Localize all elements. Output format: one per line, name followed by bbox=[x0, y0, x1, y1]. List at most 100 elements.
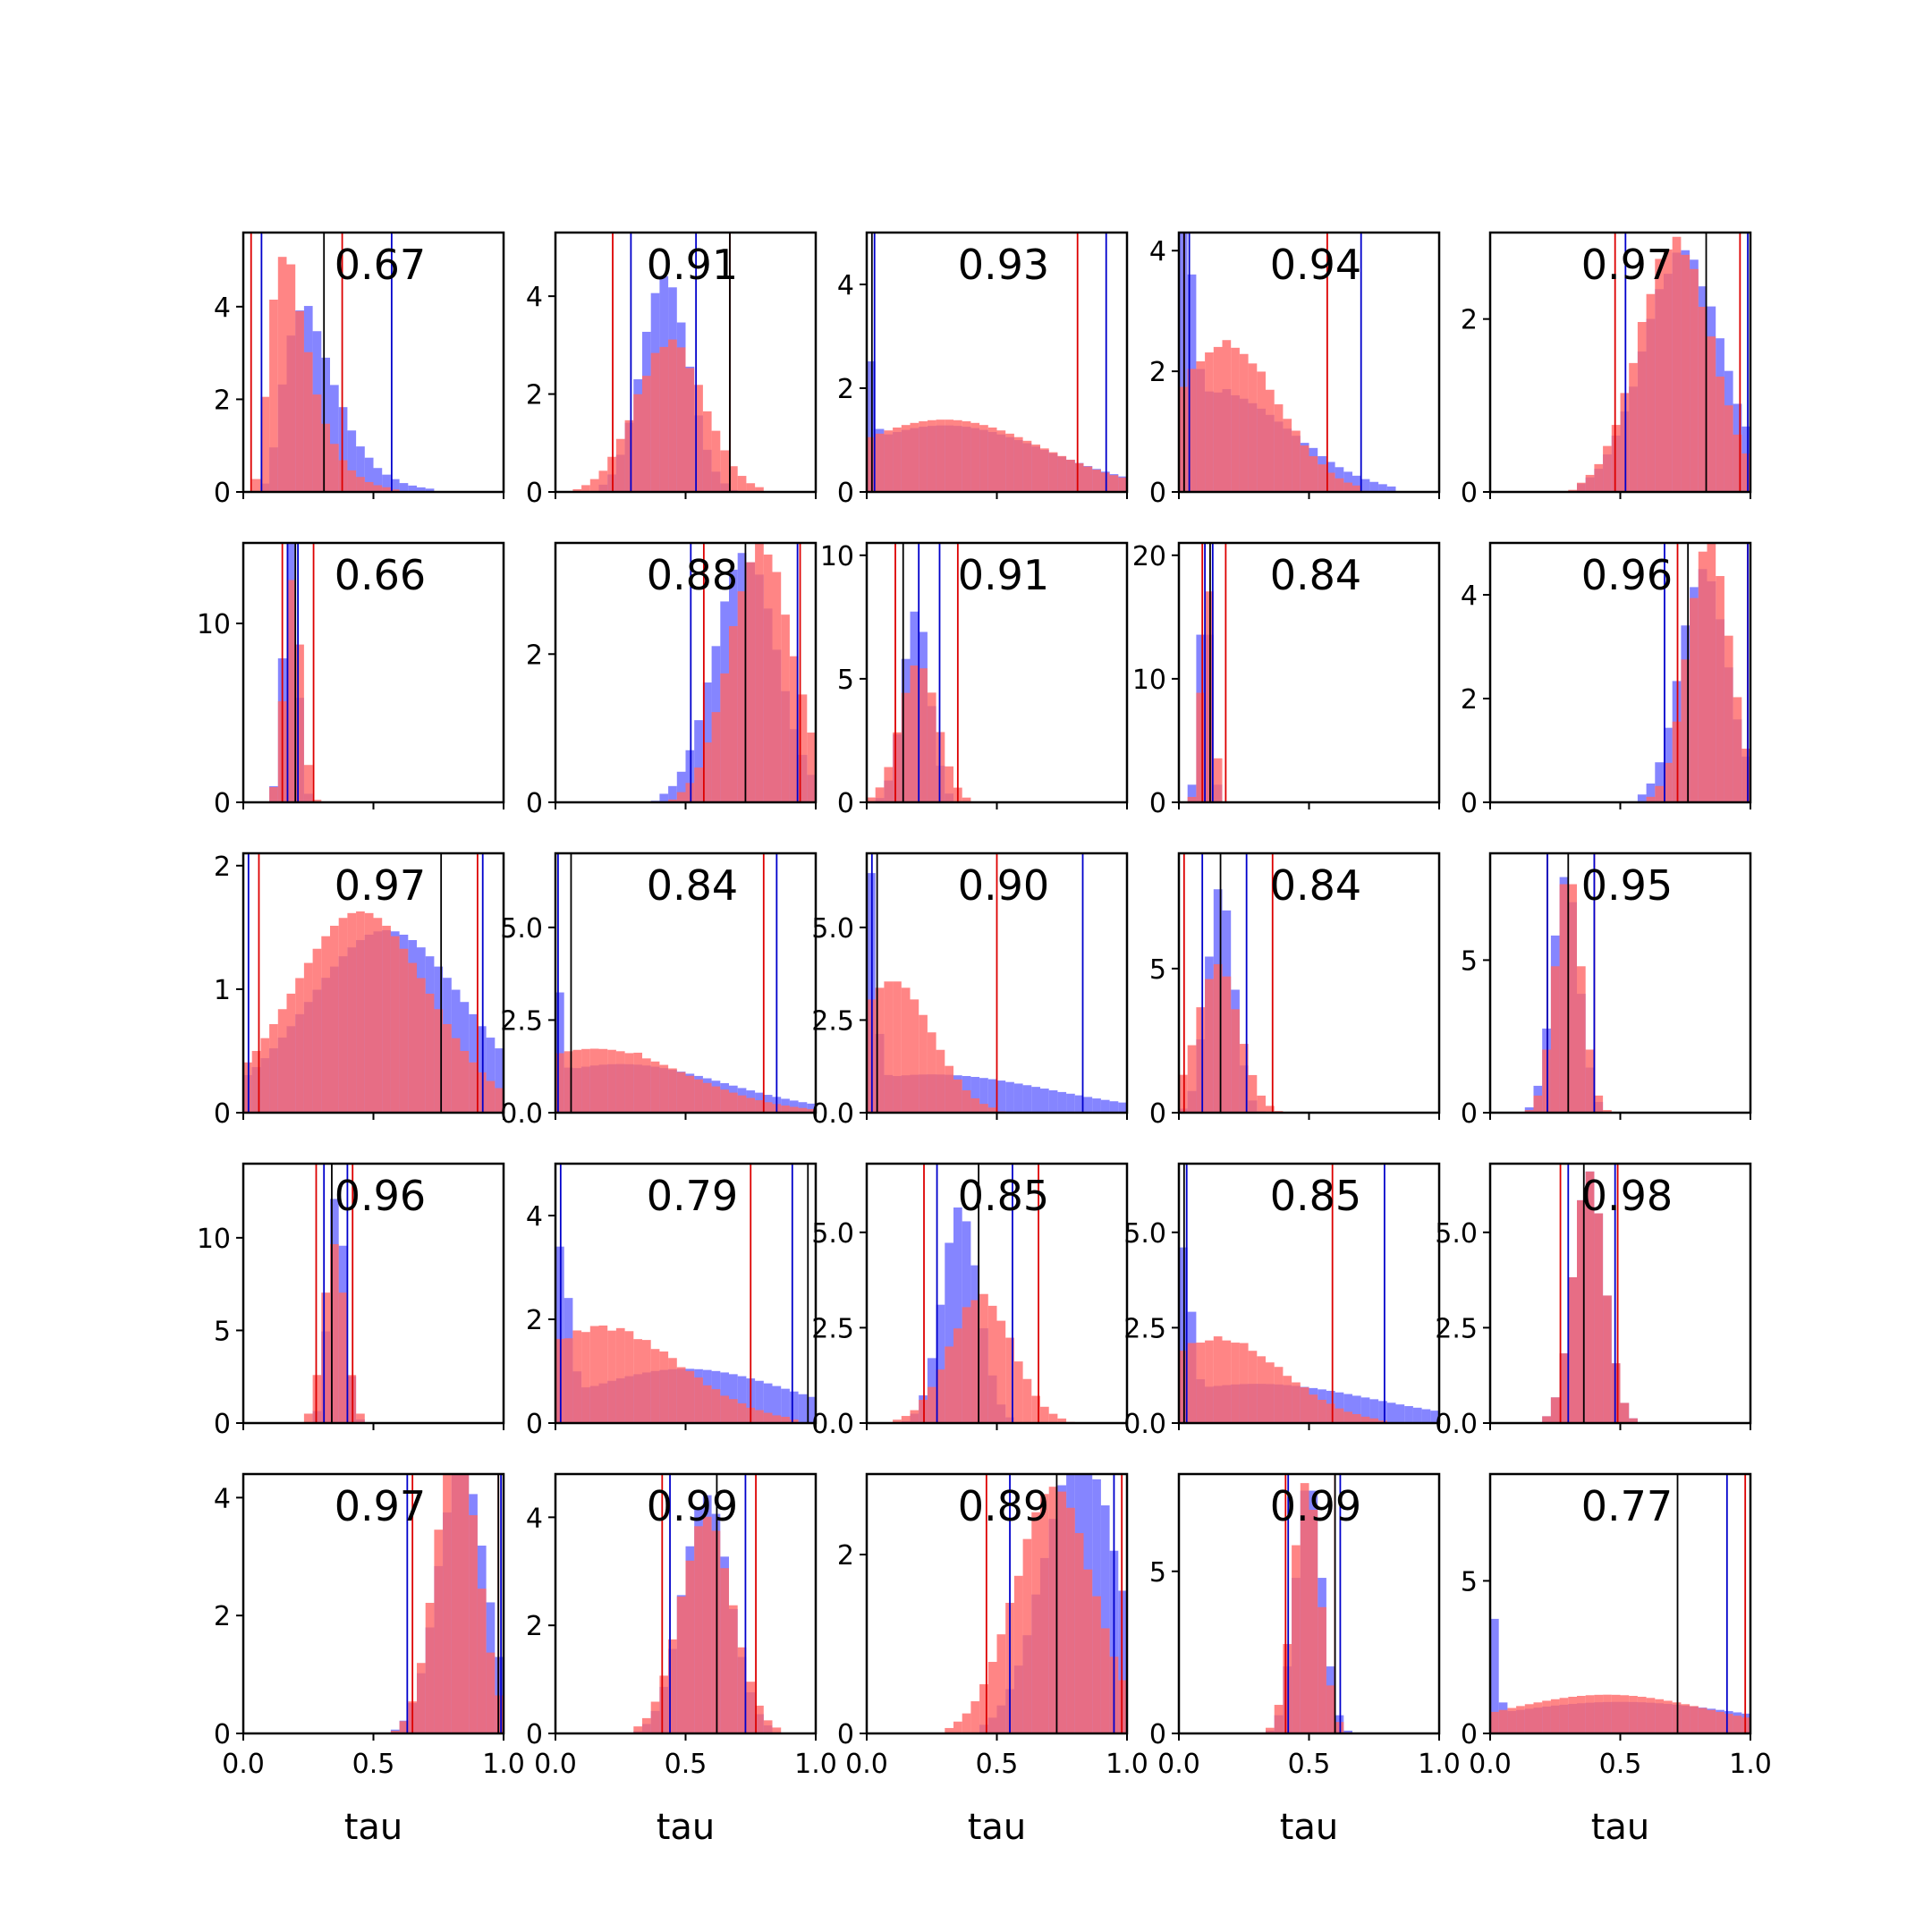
red-histogram-bar bbox=[1040, 1406, 1049, 1423]
red-histogram-bar bbox=[1300, 1483, 1309, 1733]
red-histogram-bar bbox=[598, 1048, 608, 1113]
red-histogram-bar bbox=[945, 1727, 953, 1733]
red-histogram-bar bbox=[1724, 405, 1733, 492]
red-histogram-bar bbox=[1205, 352, 1214, 492]
red-histogram-bar bbox=[746, 562, 756, 802]
red-histogram bbox=[295, 1243, 374, 1423]
panel-5: 020.97 bbox=[1461, 231, 1752, 509]
red-histogram-bar bbox=[884, 430, 894, 492]
red-histogram-bar bbox=[1266, 1106, 1275, 1113]
red-histogram-bar bbox=[1733, 697, 1742, 802]
panel-18: 0.0 2.5 5.0 0.85 bbox=[811, 1162, 1129, 1440]
panel-annotation: 0.90 bbox=[958, 861, 1049, 910]
y-tick-label: 10 bbox=[1132, 665, 1166, 696]
panel-annotation: 0.97 bbox=[335, 861, 426, 910]
blue-histogram-bar bbox=[356, 446, 365, 492]
panel-24: 0 5 0.0 0.5 1.0 tau 0.99 bbox=[1149, 1472, 1461, 1848]
red-histogram-bar bbox=[581, 1332, 590, 1423]
y-tick-label: 0.0 bbox=[811, 1409, 854, 1440]
panel-23: 0 2 0.0 0.5 1.0 tau 0.89 bbox=[837, 1472, 1148, 1848]
blue-histogram-bar bbox=[1179, 233, 1188, 492]
red-histogram-bar bbox=[1603, 1694, 1612, 1733]
red-histogram-bar bbox=[970, 422, 980, 492]
y-tick-label: 0 bbox=[1149, 1098, 1166, 1130]
red-histogram-bar bbox=[633, 394, 642, 492]
red-histogram-bar bbox=[798, 694, 808, 802]
red-histogram-bar bbox=[1655, 1699, 1664, 1733]
red-histogram-bar bbox=[1248, 1351, 1258, 1423]
blue-histogram-bar bbox=[1118, 1590, 1127, 1733]
plot-area bbox=[1179, 1164, 1439, 1423]
blue-histogram-bar bbox=[425, 488, 435, 492]
red-histogram-bar bbox=[668, 799, 677, 802]
red-histogram-bar bbox=[572, 1049, 582, 1113]
blue-histogram-bar bbox=[1022, 1085, 1032, 1113]
plot-area bbox=[572, 233, 773, 492]
red-histogram-bar bbox=[1611, 1363, 1621, 1423]
red-histogram-bar bbox=[286, 264, 296, 492]
red-histogram-bar bbox=[1040, 1494, 1049, 1733]
panel-annotation: 0.98 bbox=[1581, 1172, 1673, 1220]
red-histogram bbox=[1533, 1171, 1638, 1423]
red-histogram bbox=[1179, 1336, 1387, 1423]
red-histogram-bar bbox=[927, 692, 936, 802]
blue-histogram-bar bbox=[390, 479, 400, 492]
red-histogram-bar bbox=[1187, 796, 1197, 802]
red-histogram-bar bbox=[1013, 1575, 1023, 1733]
red-histogram-bar bbox=[945, 1346, 953, 1423]
red-histogram-bar bbox=[1074, 1533, 1084, 1733]
red-histogram-bar bbox=[763, 1102, 773, 1113]
y-tick-label: 0 bbox=[214, 1098, 231, 1130]
x-tick-label: 0.5 bbox=[352, 1749, 395, 1780]
red-histogram-bar bbox=[347, 470, 357, 492]
red-histogram-bar bbox=[711, 430, 721, 492]
red-histogram-bar bbox=[1179, 1351, 1188, 1423]
red-histogram-bar bbox=[1292, 1382, 1301, 1423]
blue-histogram-bar bbox=[1352, 1395, 1361, 1423]
blue-histogram-bar bbox=[382, 474, 391, 492]
red-histogram-bar bbox=[1542, 1049, 1551, 1113]
red-histogram-bar bbox=[676, 1072, 686, 1113]
red-histogram-bar bbox=[729, 1092, 738, 1113]
red-histogram bbox=[668, 543, 816, 802]
red-histogram-bar bbox=[659, 346, 669, 492]
y-tick-label: 0 bbox=[526, 478, 543, 509]
blue-histogram-bar bbox=[1066, 1093, 1075, 1113]
red-histogram-bar bbox=[987, 1661, 997, 1733]
red-histogram-bar bbox=[789, 1106, 799, 1113]
blue-histogram-bar bbox=[330, 385, 339, 492]
red-histogram-bar bbox=[564, 1051, 573, 1113]
y-tick-label: 2 bbox=[837, 1540, 854, 1572]
red-histogram-bar bbox=[962, 1307, 971, 1423]
red-histogram-bar bbox=[1222, 340, 1232, 492]
y-tick-label: 2 bbox=[526, 380, 543, 411]
red-histogram-bar bbox=[1594, 1213, 1604, 1423]
red-histogram-bar bbox=[781, 614, 790, 802]
red-histogram-bar bbox=[893, 981, 902, 1113]
red-histogram-bar bbox=[746, 1682, 756, 1733]
red-histogram-bar bbox=[356, 1413, 365, 1423]
y-tick-label: 5.0 bbox=[811, 1218, 854, 1250]
red-histogram-bar bbox=[1205, 1340, 1214, 1423]
red-histogram-bar bbox=[1603, 445, 1612, 492]
red-histogram-bar bbox=[251, 1050, 261, 1113]
plot-area bbox=[555, 1164, 816, 1423]
red-histogram-bar bbox=[729, 626, 738, 802]
blue-histogram-bar bbox=[1378, 1401, 1387, 1423]
blue-histogram-bar bbox=[970, 1077, 980, 1113]
red-histogram-bar bbox=[1005, 1337, 1014, 1423]
y-tick-label: 0 bbox=[837, 478, 854, 509]
red-histogram-bar bbox=[668, 1358, 677, 1423]
red-histogram bbox=[893, 1293, 1075, 1423]
red-histogram-bar bbox=[987, 1305, 997, 1423]
red-histogram-bar bbox=[390, 489, 400, 492]
blue-histogram-bar bbox=[953, 1208, 962, 1423]
blue-histogram-bar bbox=[807, 1396, 816, 1423]
x-axis-label: tau bbox=[657, 1807, 716, 1848]
red-histogram-bar bbox=[1196, 360, 1206, 492]
plot-area bbox=[1568, 233, 1750, 492]
blue-histogram-bar bbox=[1100, 1099, 1110, 1113]
panel-10: 0 2 4 0.96 bbox=[1461, 541, 1752, 819]
y-tick-label: 2 bbox=[1461, 684, 1478, 716]
y-tick-label: 2 bbox=[1149, 357, 1166, 388]
